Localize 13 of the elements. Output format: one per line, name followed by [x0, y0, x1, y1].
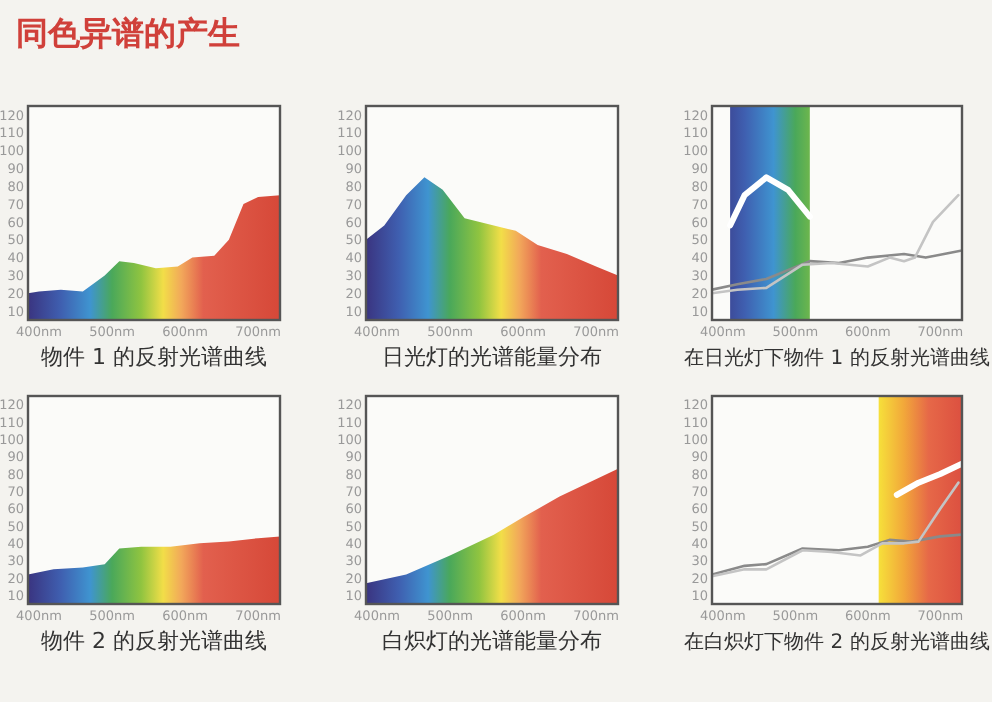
chart-title: 同色异谱的产生 — [16, 14, 240, 52]
line-series — [712, 533, 962, 576]
x-axis-title: 白炽灯的光谱能量分布 — [382, 628, 602, 654]
line-series — [893, 460, 962, 498]
x-axis-title: 在日光灯下物件 1 的反射光谱曲线 — [684, 346, 990, 370]
x-axis-title: 物件 2 的反射光谱曲线 — [41, 628, 267, 654]
x-axis-title: 在白炽灯下物件 2 的反射光谱曲线 — [684, 630, 990, 654]
x-axis-title: 物件 1 的反射光谱曲线 — [41, 344, 267, 370]
line-series — [712, 249, 962, 291]
line-series — [727, 174, 813, 229]
x-axis-title: 日光灯的光谱能量分布 — [382, 344, 602, 370]
line-series — [712, 193, 960, 295]
line-series — [712, 481, 960, 578]
